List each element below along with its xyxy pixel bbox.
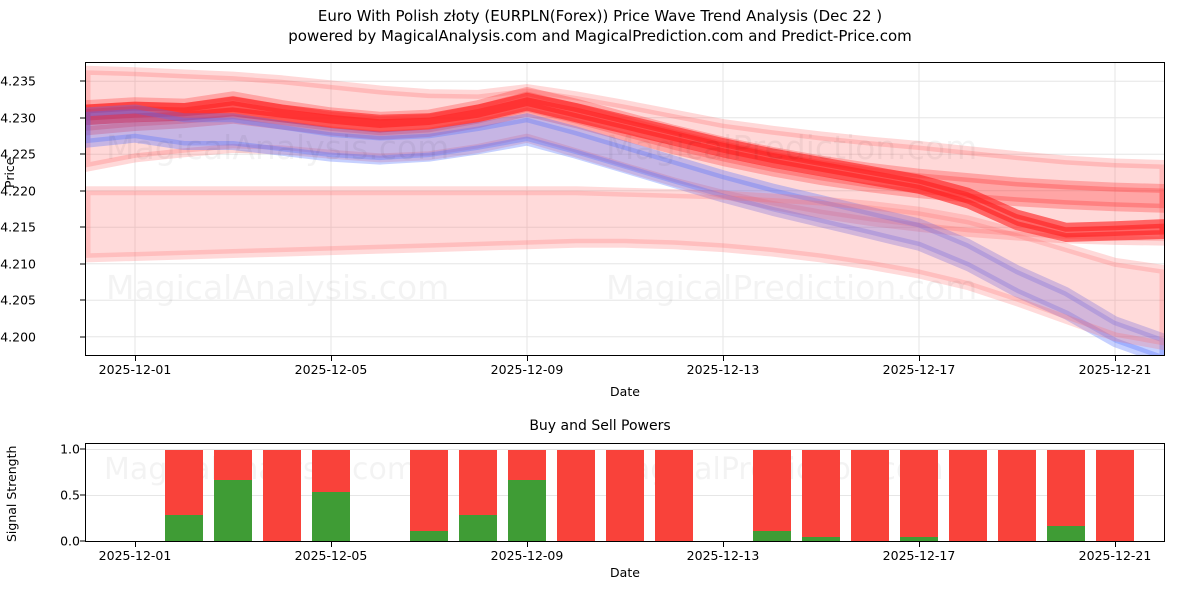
price-x-tick-label: 2025-12-13 [686, 362, 760, 377]
buy-power-segment [164, 515, 204, 541]
signal-bar [1046, 449, 1086, 541]
price-x-tick-label: 2025-12-21 [1078, 362, 1152, 377]
signal-bar [507, 449, 547, 541]
price-y-tick-label: 4.235 [0, 73, 36, 89]
price-y-tick-label: 4.200 [0, 329, 36, 345]
signal-bar [605, 449, 645, 541]
signal-bar [262, 449, 302, 541]
price-x-tick-mark [331, 356, 332, 361]
bars-x-tick-label: 2025-12-17 [882, 548, 956, 563]
bars-x-tick-label: 2025-12-09 [490, 548, 564, 563]
bars-y-tick-mark [80, 540, 85, 542]
price-bands-svg [86, 63, 1164, 355]
signal-bar [458, 449, 498, 541]
price-y-tick-label: 4.225 [0, 146, 36, 162]
price-y-tick-mark [80, 153, 85, 155]
signal-bar [801, 449, 841, 541]
price-y-tick-mark [80, 263, 85, 265]
buy-power-segment [507, 479, 547, 541]
buy-power-segment [752, 530, 792, 541]
price-x-tick-label: 2025-12-09 [490, 362, 564, 377]
price-band-red-core [86, 92, 1164, 242]
price-band-blue-band [86, 104, 1164, 355]
signal-bar [1095, 449, 1135, 541]
signal-bar [556, 449, 596, 541]
bars-x-tick-label: 2025-12-13 [686, 548, 760, 563]
signal-bar [850, 449, 890, 541]
price-x-tick-mark [723, 356, 724, 361]
bars-x-tick-label: 2025-12-01 [98, 548, 172, 563]
bars-x-axis-label: Date [610, 565, 640, 580]
price-x-tick-label: 2025-12-01 [98, 362, 172, 377]
price-x-axis-label: Date [610, 384, 640, 399]
bars-gridline [86, 541, 1164, 542]
price-y-tick-mark [80, 117, 85, 119]
watermark-text: MagicalAnalysis.com [104, 452, 416, 487]
price-y-tick-label: 4.220 [0, 183, 36, 199]
bars-x-tick-mark [1115, 542, 1116, 547]
price-y-tick-mark [80, 299, 85, 301]
price-y-tick-mark [80, 336, 85, 338]
bars-plot-area: MagicalAnalysis.comMagicalPrediction.com [85, 443, 1165, 542]
bars-y-tick-label: 1.0 [60, 441, 80, 457]
price-band-pink-lower-shelf [86, 186, 1164, 351]
price-x-tick-mark [919, 356, 920, 361]
price-x-tick-label: 2025-12-17 [882, 362, 956, 377]
bars-title: Buy and Sell Powers [529, 418, 671, 434]
buy-power-segment [311, 491, 351, 541]
page-subtitle: powered by MagicalAnalysis.com and Magic… [288, 27, 912, 45]
buy-power-segment [801, 537, 841, 541]
signal-bar [311, 449, 351, 541]
buy-power-segment [458, 515, 498, 541]
price-x-tick-mark [1115, 356, 1116, 361]
price-x-tick-mark [527, 356, 528, 361]
signal-bar [213, 449, 253, 541]
signal-bar [997, 449, 1037, 541]
bars-x-tick-mark [919, 542, 920, 547]
price-y-tick-label: 4.230 [0, 110, 36, 126]
buy-power-segment [409, 530, 449, 541]
price-y-tick-label: 4.210 [0, 256, 36, 272]
bars-x-tick-mark [135, 542, 136, 547]
bars-y-tick-label: 0.0 [60, 533, 80, 549]
bars-y-tick-mark [80, 494, 85, 496]
price-y-tick-mark [80, 190, 85, 192]
signal-bar [752, 449, 792, 541]
bars-y-tick-mark [80, 448, 85, 450]
signal-bar [899, 449, 939, 541]
signal-bar [654, 449, 694, 541]
buy-power-segment [213, 479, 253, 541]
price-y-tick-label: 4.205 [0, 292, 36, 308]
page-title: Euro With Polish złoty (EURPLN(Forex)) P… [317, 7, 883, 25]
signal-bar [409, 449, 449, 541]
signal-bar [164, 449, 204, 541]
buy-power-segment [899, 537, 939, 541]
bars-y-tick-label: 0.5 [60, 487, 80, 503]
signal-bar [948, 449, 988, 541]
bars-x-tick-mark [723, 542, 724, 547]
bars-x-tick-mark [331, 542, 332, 547]
bars-x-tick-label: 2025-12-05 [294, 548, 368, 563]
buy-power-segment [1046, 526, 1086, 541]
chart-title-block: Euro With Polish złoty (EURPLN(Forex)) P… [0, 6, 1200, 46]
bars-x-tick-mark [527, 542, 528, 547]
bars-x-tick-label: 2025-12-21 [1078, 548, 1152, 563]
price-plot-clip: MagicalAnalysis.comMagicalPrediction.com… [86, 63, 1164, 355]
price-x-tick-label: 2025-12-05 [294, 362, 368, 377]
price-plot-area: MagicalAnalysis.comMagicalPrediction.com… [85, 62, 1165, 356]
price-x-tick-mark [135, 356, 136, 361]
price-y-tick-mark [80, 226, 85, 228]
price-y-tick-label: 4.215 [0, 219, 36, 235]
price-y-tick-mark [80, 80, 85, 82]
